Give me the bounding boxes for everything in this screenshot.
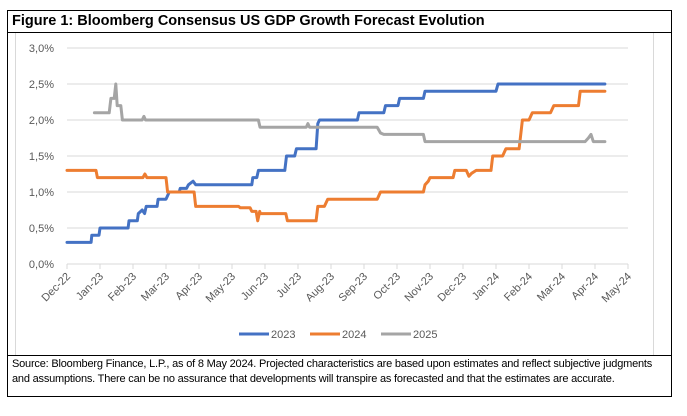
- y-tick-label: 2,5%: [29, 79, 54, 91]
- y-tick-label: 1,0%: [29, 187, 54, 199]
- x-tick-label: Mar-24: [535, 271, 568, 304]
- x-tick-label: Oct-23: [371, 271, 403, 303]
- y-tick-label: 0,0%: [29, 259, 54, 271]
- legend-label-2023: 2023: [271, 329, 295, 341]
- y-tick-label: 1,5%: [29, 151, 54, 163]
- x-tick-label: Nov-23: [403, 271, 437, 305]
- y-tick-label: 3,0%: [29, 43, 54, 55]
- gridlines: [67, 47, 628, 265]
- x-tick-label: Dec-22: [40, 271, 74, 305]
- source-note: Source: Bloomberg Finance, L.P., as of 8…: [8, 355, 671, 396]
- x-tick-label: Mar-23: [139, 271, 172, 304]
- x-tick-label: Jan-24: [470, 271, 502, 303]
- series-line-2024: [65, 89, 607, 223]
- x-tick-label: Apr-24: [569, 271, 601, 303]
- x-tick-label: Feb-23: [106, 271, 139, 304]
- x-tick-label: Jun-23: [239, 271, 271, 303]
- x-tick-label: Sep-23: [337, 271, 371, 305]
- x-tick-label: May-24: [600, 271, 634, 305]
- x-tick-label: Jan-23: [74, 271, 106, 303]
- legend-label-2025: 2025: [413, 329, 437, 341]
- chart-area: 0,0% 0,5% 1,0% 1,5% 2,0% 2,5% 3,0% Dec-22 Jan-2…: [15, 33, 654, 356]
- legend: 2023 2024 2025: [239, 329, 437, 341]
- x-tick-label: Apr-23: [173, 271, 205, 303]
- x-tick-label: May-23: [204, 271, 238, 305]
- y-tick-label: 2,0%: [29, 115, 54, 127]
- series-lines: [65, 82, 607, 244]
- y-tick-label: 0,5%: [29, 223, 54, 235]
- y-axis-ticks: 0,0% 0,5% 1,0% 1,5% 2,0% 2,5% 3,0%: [29, 43, 54, 271]
- series-line-2025: [92, 82, 607, 144]
- x-tick-label: Dec-23: [436, 271, 470, 305]
- x-tick-label: Jul-23: [274, 271, 304, 301]
- line-chart: 0,0%0,5%1,0%1,5%2,0%2,5%3,0% Dec-22 Jan-2…: [29, 43, 634, 341]
- figure-title: Figure 1: Bloomberg Consensus US GDP Gro…: [8, 11, 671, 33]
- x-tick-label: Feb-24: [502, 271, 535, 304]
- series-line-2023: [65, 82, 607, 244]
- legend-label-2024: 2024: [342, 329, 366, 341]
- x-tick-label: Aug-23: [304, 271, 338, 305]
- figure-frame: Figure 1: Bloomberg Consensus US GDP Gro…: [7, 10, 672, 397]
